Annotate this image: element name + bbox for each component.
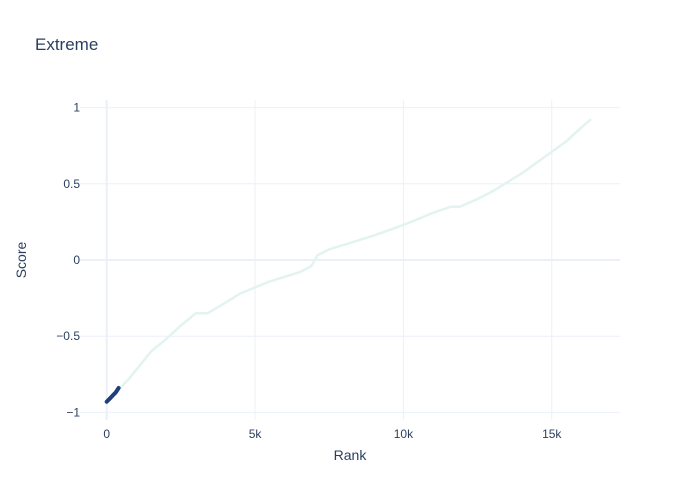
- x-axis: 0 5k 10k 15k: [103, 427, 562, 441]
- plot-area: [104, 118, 592, 404]
- x-tick-label: 5k: [249, 427, 263, 441]
- y-axis-title: Score: [13, 242, 29, 279]
- x-axis-title: Rank: [334, 447, 368, 463]
- grid: [80, 100, 620, 420]
- x-tick-label: 0: [103, 427, 110, 441]
- chart-title: Extreme: [35, 35, 98, 54]
- y-tick-label: 1: [73, 101, 80, 115]
- x-tick-label: 15k: [542, 427, 562, 441]
- x-tick-label: 10k: [394, 427, 414, 441]
- y-tick-label: −1: [66, 405, 80, 419]
- y-tick-label: −0.5: [56, 329, 80, 343]
- y-axis: −1 −0.5 0 0.5 1: [56, 101, 80, 420]
- y-tick-label: 0: [73, 253, 80, 267]
- series-line-1: [105, 118, 592, 403]
- series-line-2: [104, 386, 121, 404]
- y-tick-label: 0.5: [63, 177, 80, 191]
